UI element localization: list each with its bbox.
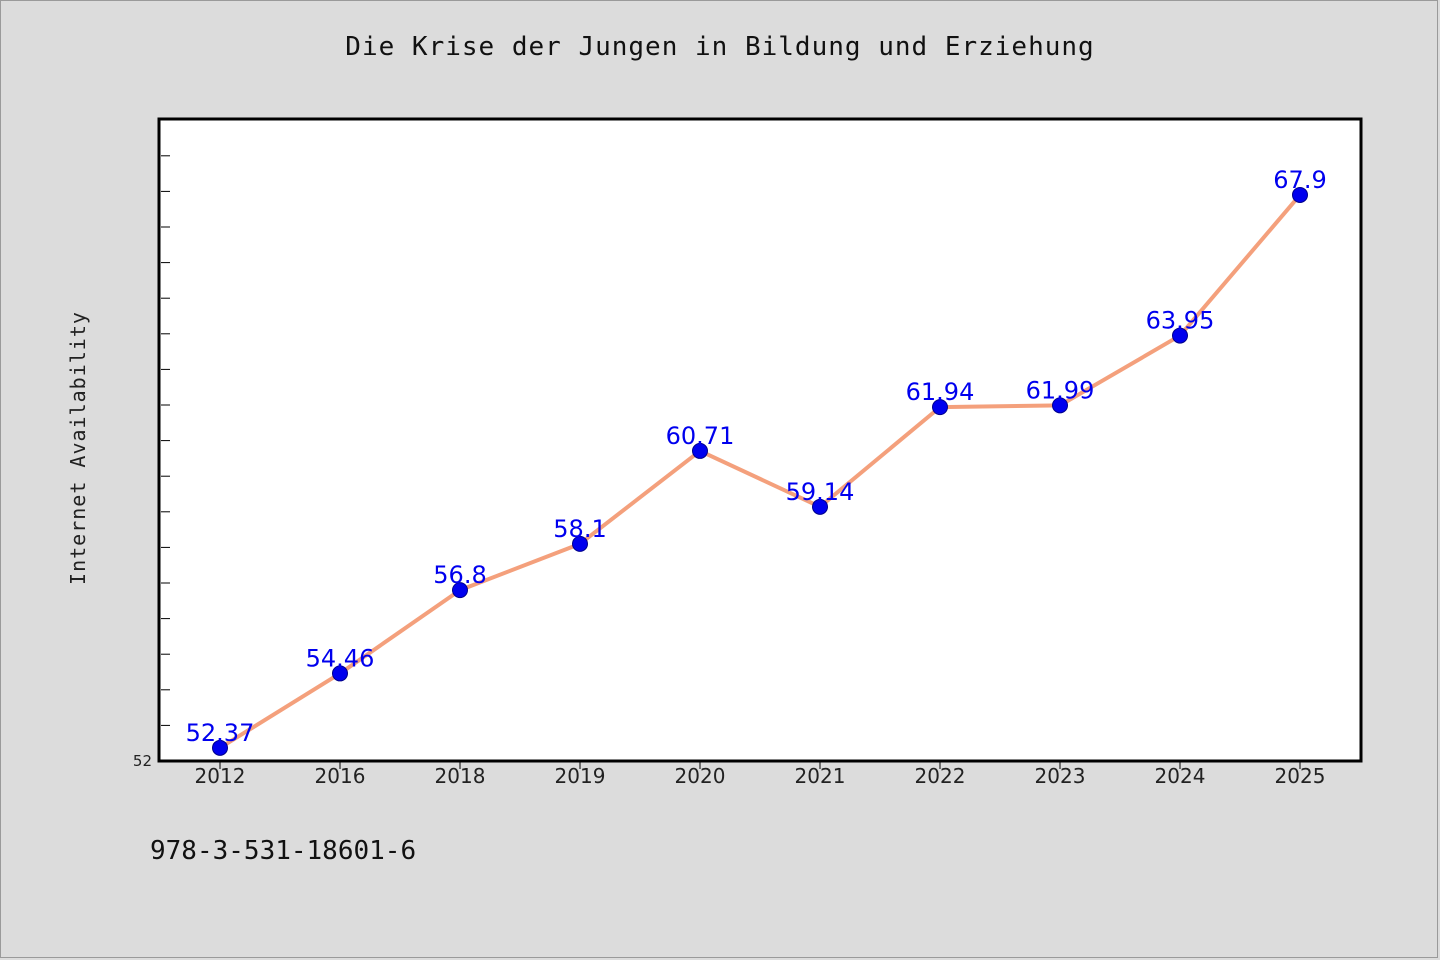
data-label: 56.8 [433, 561, 486, 589]
plot-area [157, 117, 1363, 763]
data-point [572, 535, 588, 552]
data-point [1052, 397, 1068, 414]
x-tick-label: 2021 [795, 764, 846, 788]
data-markers [212, 186, 1308, 756]
data-label: 60.71 [666, 422, 735, 450]
data-point [932, 399, 948, 416]
x-tick-label: 2023 [1035, 764, 1086, 788]
x-tick-label: 2022 [915, 764, 966, 788]
data-label: 61.94 [906, 378, 975, 406]
x-tick-label: 2012 [195, 764, 246, 788]
y-tick-label: 52 [133, 752, 152, 770]
data-labels: 52.37 54.46 56.8 58.1 60.71 59.14 61.94 61.99 63… [186, 166, 1327, 747]
data-point [1172, 327, 1188, 344]
x-tick-label: 2018 [435, 764, 486, 788]
x-tick-label: 2024 [1155, 764, 1206, 788]
data-label: 61.99 [1026, 376, 1095, 404]
x-tick-label: 2025 [1275, 764, 1326, 788]
data-label: 59.14 [786, 478, 855, 506]
x-tick-label: 2019 [555, 764, 606, 788]
isbn-footnote: 978-3-531-18601-6 [150, 836, 417, 866]
x-tick-label: 2020 [675, 764, 726, 788]
data-label: 54.46 [306, 644, 375, 672]
chart-title: Die Krise der Jungen in Bildung und Erzi… [345, 32, 1095, 62]
data-point [692, 442, 708, 459]
data-point [332, 665, 348, 682]
data-point [812, 498, 828, 515]
data-point [212, 739, 228, 756]
x-tick-labels: 2012 2016 2018 2019 2020 2021 2022 2023 2024 2025 [195, 764, 1326, 788]
y-axis-ticks [161, 155, 170, 726]
data-label: 52.37 [186, 719, 255, 747]
data-label: 58.1 [553, 515, 606, 543]
x-tick-label: 2016 [315, 764, 366, 788]
data-label: 67.9 [1273, 166, 1326, 194]
series-line [218, 193, 1302, 750]
x-axis-ticks [219, 760, 1301, 769]
data-point [1292, 186, 1308, 203]
y-axis-label: Internet Availability [66, 311, 90, 585]
data-point [452, 582, 468, 599]
data-label: 63.95 [1146, 307, 1215, 335]
